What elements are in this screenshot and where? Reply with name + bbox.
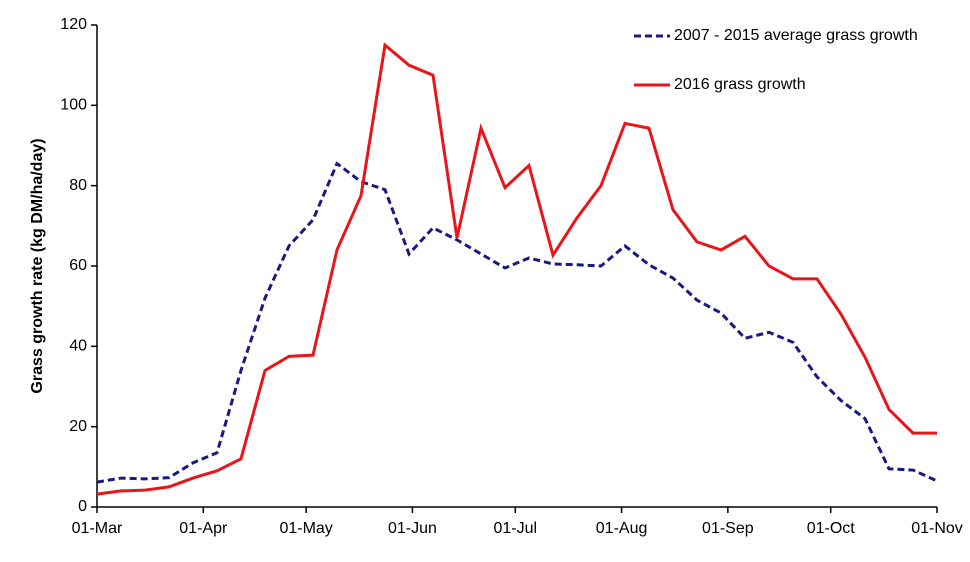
legend-label: 2007 - 2015 average grass growth: [674, 27, 918, 44]
x-tick-label: 01-Apr: [179, 520, 228, 537]
x-tick-label: 01-Nov: [911, 520, 963, 537]
x-tick-label: 01-Jul: [493, 520, 537, 537]
y-tick-label: 20: [69, 418, 87, 435]
x-tick-label: 01-Jun: [388, 520, 437, 537]
x-tick-label: 01-May: [279, 520, 332, 537]
legend-label: 2016 grass growth: [674, 76, 806, 93]
series-line: [96, 42, 937, 496]
y-tick-label: 80: [69, 177, 87, 194]
y-tick-label: 120: [60, 16, 87, 33]
y-tick-label: 60: [69, 257, 87, 274]
x-tick-label: 01-Oct: [807, 520, 856, 537]
x-tick-label: 01-Aug: [596, 520, 648, 537]
x-tick-label: 01-Sep: [702, 520, 754, 537]
x-tick-label: 01-Mar: [72, 520, 123, 537]
y-tick-label: 100: [60, 97, 87, 114]
series-line: [96, 161, 938, 484]
y-tick-label: 0: [78, 498, 87, 515]
y-tick-label: 40: [69, 338, 87, 355]
y-axis-label: Grass growth rate (kg DM/ha/day): [29, 138, 46, 393]
